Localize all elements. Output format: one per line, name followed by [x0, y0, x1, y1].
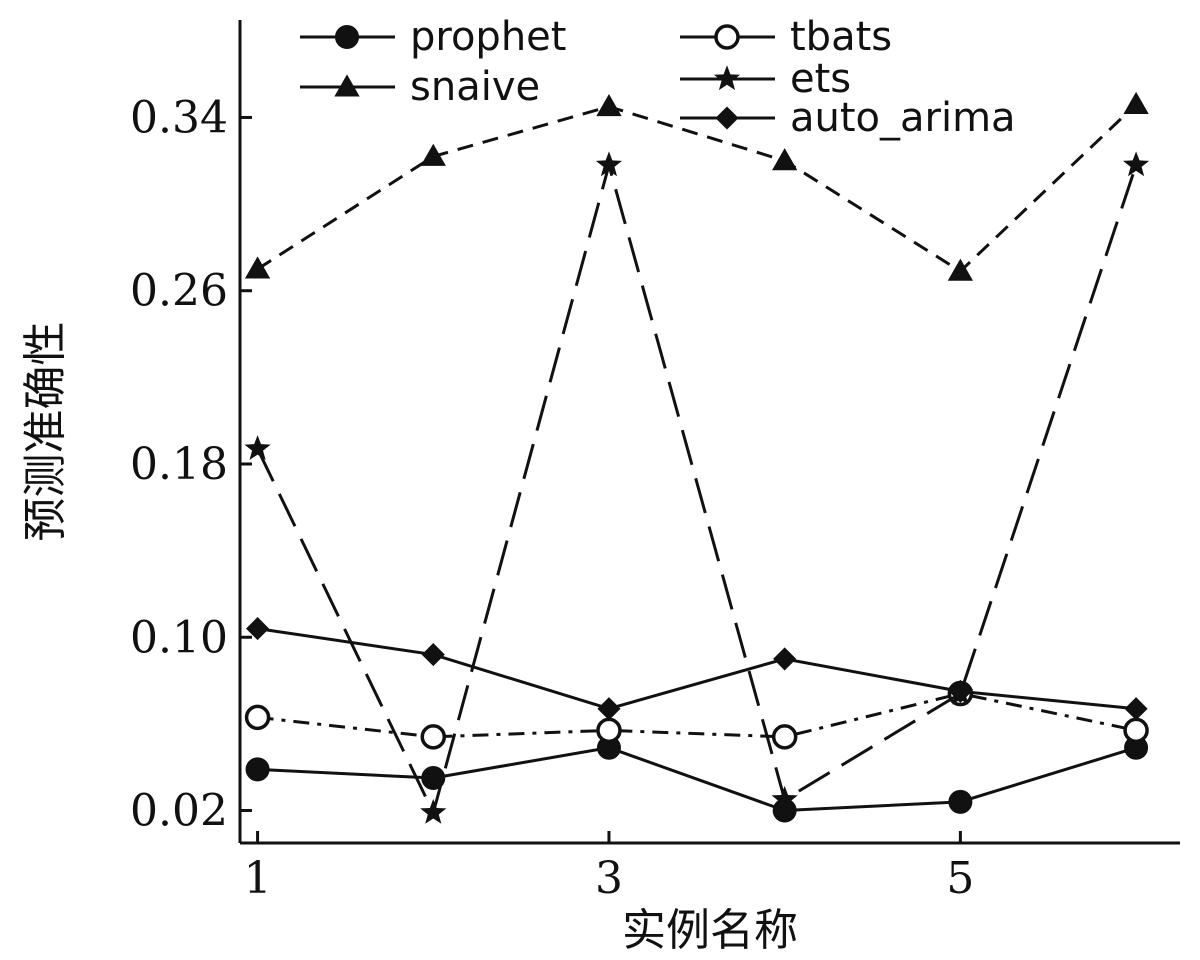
data-point-tbats [1123, 717, 1149, 744]
data-point-tbats [244, 704, 271, 731]
legend-label: prophet [410, 14, 566, 60]
legend-label: tbats [790, 14, 892, 60]
legend-item-prophet: prophet [300, 14, 566, 60]
series-line-snaive [256, 103, 1138, 274]
series-lines [244, 91, 1150, 824]
data-point-snaive [420, 143, 446, 166]
data-point-tbats [771, 724, 798, 750]
legend-marker [335, 25, 359, 49]
x-axis-title: 实例名称 [622, 905, 798, 956]
data-point-auto_arima [948, 679, 972, 703]
series-auto_arima [246, 617, 1148, 721]
legend-label: auto_arima [790, 95, 1016, 141]
data-point-snaive [596, 93, 622, 117]
series-line-auto_arima [257, 627, 1137, 711]
series-line-prophet [257, 746, 1137, 813]
legend-label: snaive [410, 64, 540, 110]
data-point-snaive [1123, 91, 1149, 114]
data-point-ets [420, 798, 447, 824]
data-point-snaive [947, 258, 974, 281]
legend-item-ets: ets [680, 56, 851, 102]
legend-marker [715, 106, 739, 130]
data-point-auto_arima [421, 643, 445, 667]
axes: 0.02 0.10 0.18 0.26 0.34 1 3 5 [130, 20, 1180, 904]
data-point-prophet [245, 757, 270, 782]
legend-item-snaive: snaive [300, 64, 540, 110]
legend-marker [713, 65, 741, 91]
data-point-ets [595, 151, 623, 177]
series-prophet [245, 735, 1149, 823]
y-tick-label: 0.10 [130, 612, 228, 663]
legend-marker [334, 74, 360, 97]
data-point-tbats [596, 717, 622, 744]
data-point-auto_arima [1124, 697, 1148, 721]
legend-marker [714, 24, 740, 50]
x-tick-label: 3 [595, 853, 623, 904]
y-axis-title: 预测准确性 [20, 322, 71, 542]
legend-label: ets [790, 56, 851, 102]
data-point-prophet [421, 766, 446, 791]
data-point-snaive [244, 256, 271, 279]
data-point-ets [244, 435, 271, 460]
series-ets [244, 151, 1150, 824]
data-point-auto_arima [773, 647, 797, 671]
y-tick-label: 0.26 [130, 266, 228, 317]
data-point-ets [771, 785, 798, 811]
data-point-ets [1122, 151, 1150, 177]
y-tick-label: 0.02 [130, 786, 228, 837]
y-tick-label: 0.34 [130, 92, 228, 143]
series-line-tbats [257, 692, 1137, 739]
series-snaive [244, 91, 1149, 281]
series-line-ets [256, 159, 1138, 817]
data-point-auto_arima [246, 617, 270, 641]
data-point-prophet [948, 789, 973, 814]
y-tick-label: 0.18 [130, 439, 228, 490]
legend-item-tbats: tbats [680, 14, 892, 60]
legend-item-auto_arima: auto_arima [680, 95, 1016, 141]
series-tbats [244, 680, 1149, 750]
data-point-snaive [772, 148, 798, 171]
data-point-auto_arima [597, 697, 621, 721]
x-tick-label: 5 [946, 853, 974, 904]
data-point-tbats [420, 724, 447, 750]
x-tick-label: 1 [244, 853, 272, 904]
